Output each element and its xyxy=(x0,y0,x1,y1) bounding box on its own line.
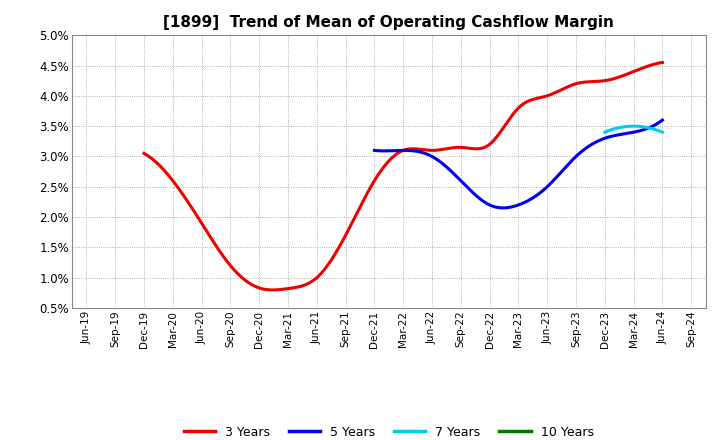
Legend: 3 Years, 5 Years, 7 Years, 10 Years: 3 Years, 5 Years, 7 Years, 10 Years xyxy=(179,421,598,440)
Title: [1899]  Trend of Mean of Operating Cashflow Margin: [1899] Trend of Mean of Operating Cashfl… xyxy=(163,15,614,30)
